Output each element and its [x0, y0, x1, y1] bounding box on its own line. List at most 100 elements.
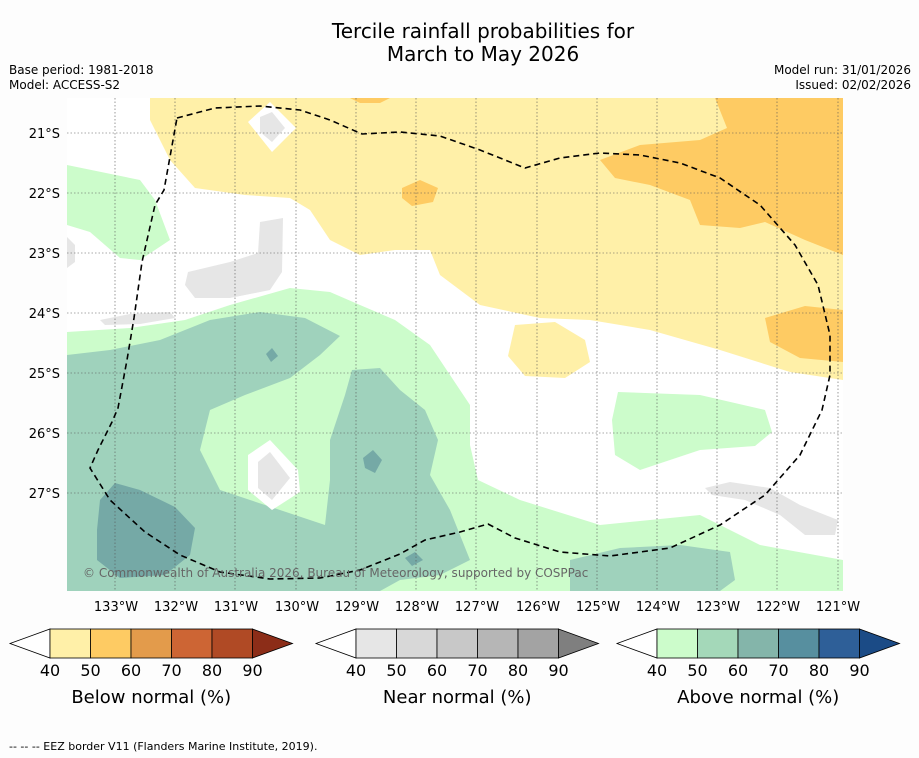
colorbar-tick: 90	[849, 661, 869, 680]
title-line-2: March to May 2026	[386, 42, 580, 66]
below-normal-50-patch	[508, 322, 590, 378]
colorbar-tick: 60	[728, 661, 748, 680]
above-normal-40-east	[612, 392, 772, 470]
lon-label: 131°W	[214, 600, 258, 615]
colorbar-1: 40 50 60 70 80 90 Below normal (%)	[8, 628, 294, 708]
lon-label: 132°W	[154, 600, 198, 615]
colorbar-tick: 50	[80, 661, 100, 680]
colorbar-tick: 50	[386, 661, 406, 680]
lat-label: 23°S	[29, 247, 60, 262]
above-normal-40-west	[67, 165, 170, 260]
lat-label: 26°S	[29, 427, 60, 442]
probability-fields	[67, 98, 843, 591]
lon-labels: 133°W 132°W 131°W 130°W 129°W 128°W 127°…	[94, 600, 860, 615]
colorbar-segment	[656, 628, 698, 659]
issued-date: Issued: 02/02/2026	[795, 78, 911, 92]
base-period: Base period: 1981-2018	[9, 63, 154, 77]
graticule	[67, 98, 843, 591]
colorbar-tick: 90	[548, 661, 568, 680]
colorbar-segment	[778, 628, 820, 659]
model-name: Model: ACCESS-S2	[9, 78, 121, 92]
colorbar-segment	[90, 628, 132, 659]
lon-label: 130°W	[275, 600, 319, 615]
colorbar-low-extension	[314, 628, 357, 659]
lon-label: 129°W	[335, 600, 379, 615]
colorbar-low-extension	[8, 628, 51, 659]
colorbar-high-extension	[252, 628, 294, 659]
colorbar-tick: 40	[40, 661, 60, 680]
near-normal-40-patch-d	[100, 312, 175, 325]
meta-left: Base period: 1981-2018 Model: ACCESS-S2	[9, 63, 154, 93]
colorbar-tick: 60	[121, 661, 141, 680]
colorbar-segment	[517, 628, 559, 659]
colorbar-high-extension	[859, 628, 901, 659]
near-normal-40-patch-b	[260, 112, 285, 142]
below-normal-60-southeast	[765, 306, 843, 362]
colorbar-tick: 90	[242, 661, 262, 680]
lon-label: 121°W	[816, 600, 860, 615]
colorbar-segment	[211, 628, 253, 659]
near-normal-40-patch-e	[67, 237, 75, 268]
lon-label: 128°W	[395, 600, 439, 615]
map-title: Tercile rainfall probabilities for March…	[0, 20, 919, 66]
colorbar-low-extension	[615, 628, 658, 659]
colorbars: 40 50 60 70 80 90 Below normal (%) 40 50 60 70 80 90…	[8, 628, 901, 708]
lon-label: 122°W	[756, 600, 800, 615]
colorbar-segment	[396, 628, 438, 659]
colorbar-tick: 60	[427, 661, 447, 680]
eez-footnote: -- -- -- EEZ border V11 (Flanders Marine…	[9, 740, 318, 753]
above-normal-50-southeast	[570, 545, 735, 591]
colorbar-tick: 80	[809, 661, 829, 680]
colorbar-3: 40 50 60 70 80 90 Above normal (%)	[615, 628, 901, 708]
lon-label: 127°W	[455, 600, 499, 615]
lon-label: 123°W	[696, 600, 740, 615]
colorbar-tick: 80	[202, 661, 222, 680]
colorbar-high-extension	[558, 628, 600, 659]
colorbar-tick: 80	[508, 661, 528, 680]
below-normal-60-top	[350, 98, 390, 103]
colorbar-label: Below normal (%)	[71, 687, 231, 708]
colorbar-segment	[355, 628, 397, 659]
copyright-notice: © Commonwealth of Australia 2026, Bureau…	[83, 566, 588, 580]
above-normal-60-dot-a	[363, 450, 382, 473]
colorbar-segment	[130, 628, 172, 659]
colorbar-tick: 50	[687, 661, 707, 680]
colorbar-label: Above normal (%)	[677, 687, 839, 708]
model-run: Model run: 31/01/2026	[773, 63, 911, 77]
meta-right: Model run: 31/01/2026 Issued: 02/02/2026	[774, 63, 911, 93]
colorbar-tick: 70	[161, 661, 181, 680]
colorbar-segment	[818, 628, 860, 659]
eez-border	[89, 105, 831, 580]
above-normal-60-dot-b	[266, 348, 278, 362]
colorbar-segment	[737, 628, 779, 659]
colorbar-segment	[436, 628, 478, 659]
colorbar-segment	[697, 628, 739, 659]
colorbar-tick: 70	[768, 661, 788, 680]
colorbar-tick: 70	[467, 661, 487, 680]
lat-label: 27°S	[29, 487, 60, 502]
above-normal-60-region	[97, 483, 195, 578]
lat-label: 22°S	[29, 187, 60, 202]
near-normal-40-patch-a	[258, 452, 290, 500]
lat-label: 25°S	[29, 367, 60, 382]
colorbar-segment	[171, 628, 213, 659]
lat-labels: 21°S 22°S 23°S 24°S 25°S 26°S 27°S	[29, 127, 60, 502]
lon-label: 126°W	[516, 600, 560, 615]
colorbar-tick: 40	[346, 661, 366, 680]
title-line-1: Tercile rainfall probabilities for	[331, 19, 635, 43]
lon-label: 125°W	[576, 600, 620, 615]
colorbar-label: Near normal (%)	[383, 687, 532, 708]
colorbar-segment	[49, 628, 91, 659]
near-normal-40-patch-f	[705, 482, 838, 535]
colorbar-segment	[477, 628, 519, 659]
lat-label: 24°S	[29, 307, 60, 322]
below-normal-60-small	[402, 180, 438, 206]
near-normal-40-patch-c	[185, 218, 283, 298]
colorbar-tick: 40	[647, 661, 667, 680]
lat-label: 21°S	[29, 127, 60, 142]
lon-label: 124°W	[636, 600, 680, 615]
lon-label: 133°W	[94, 600, 138, 615]
below-normal-60-east	[600, 98, 843, 255]
above-normal-60-dot-c	[405, 552, 423, 566]
